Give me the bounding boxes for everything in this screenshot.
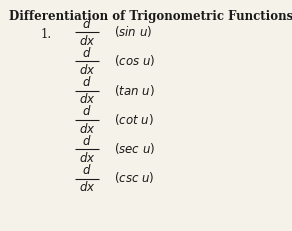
Text: $d$: $d$ [82, 75, 92, 89]
Text: $d$: $d$ [82, 163, 92, 177]
Text: $(cot\ u)$: $(cot\ u)$ [114, 112, 153, 127]
Text: $(sin\ u)$: $(sin\ u)$ [114, 24, 152, 39]
Text: $d$: $d$ [82, 134, 92, 148]
Text: $dx$: $dx$ [79, 180, 95, 194]
Text: $dx$: $dx$ [79, 122, 95, 136]
Text: $d$: $d$ [82, 104, 92, 119]
Text: $dx$: $dx$ [79, 92, 95, 106]
Text: $d$: $d$ [82, 46, 92, 60]
Text: $dx$: $dx$ [79, 63, 95, 77]
Text: $dx$: $dx$ [79, 151, 95, 165]
Text: $(tan\ u)$: $(tan\ u)$ [114, 82, 154, 97]
Text: $d$: $d$ [82, 16, 92, 30]
Text: $(sec\ u)$: $(sec\ u)$ [114, 141, 155, 156]
Text: $(csc\ u)$: $(csc\ u)$ [114, 170, 154, 185]
Text: Differentiation of Trigonometric Functions: Differentiation of Trigonometric Functio… [9, 9, 292, 23]
Text: 1.: 1. [40, 28, 52, 41]
Text: $(cos\ u)$: $(cos\ u)$ [114, 53, 155, 68]
Text: $dx$: $dx$ [79, 34, 95, 48]
